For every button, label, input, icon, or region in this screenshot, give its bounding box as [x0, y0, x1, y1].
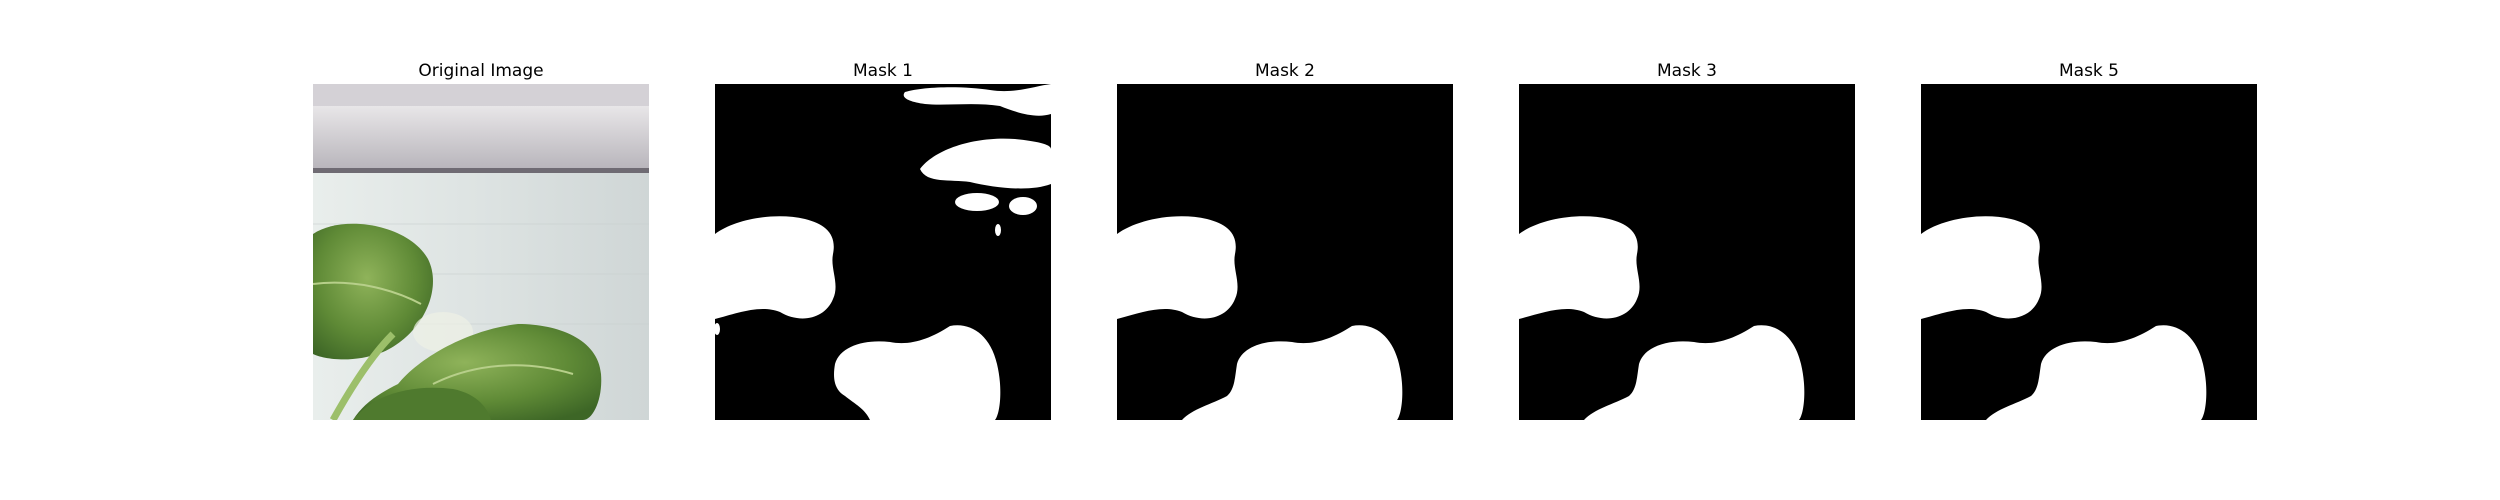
- panel-title: Mask 2: [1254, 61, 1315, 81]
- window-top: [313, 84, 649, 106]
- leaf-left: [313, 223, 433, 360]
- leaf-bottom: [353, 387, 491, 420]
- panel-title: Mask 5: [2058, 61, 2119, 81]
- panel-mask-5: Mask 5: [1921, 0, 2257, 500]
- panel-title: Original Image: [418, 61, 544, 81]
- mask-image: [715, 84, 1051, 420]
- mask-image: [1519, 84, 1855, 420]
- panel-title: Mask 3: [1656, 61, 1717, 81]
- leaf-stem: [329, 331, 396, 420]
- panel-original: Original Image: [313, 0, 649, 500]
- mask-image: [1921, 84, 2257, 420]
- panel-mask-3: Mask 3: [1519, 0, 1855, 500]
- panel-title: Mask 1: [852, 61, 913, 81]
- mask-image: [1117, 84, 1453, 420]
- window-sill: [313, 106, 649, 168]
- original-photo: [313, 84, 649, 420]
- panel-mask-1: Mask 1: [715, 0, 1051, 500]
- panel-mask-2: Mask 2: [1117, 0, 1453, 500]
